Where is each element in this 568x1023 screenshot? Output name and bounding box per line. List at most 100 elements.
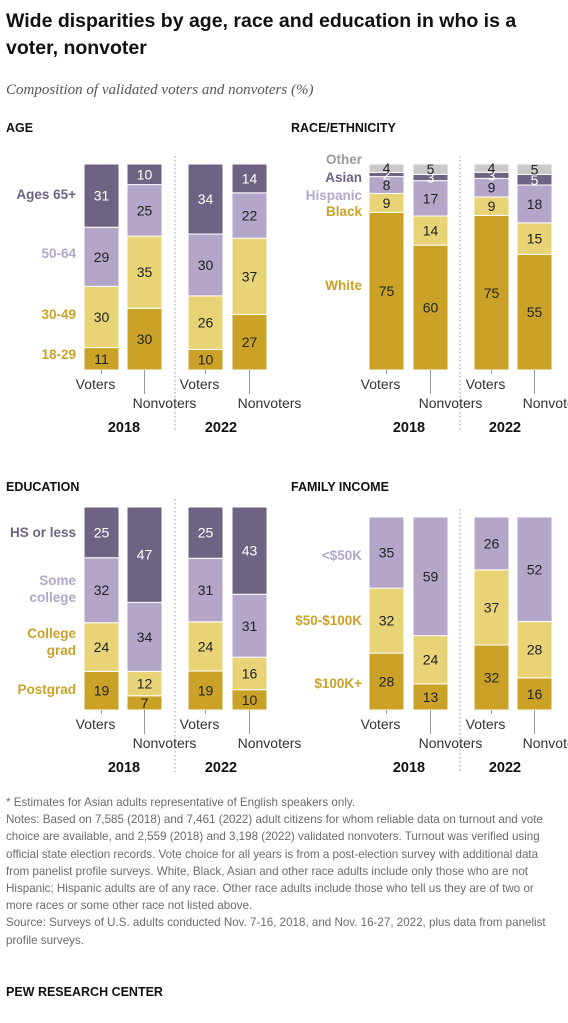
age-value-label: 27 — [242, 334, 258, 350]
family-income-value-label: 24 — [423, 652, 439, 668]
age-panel-title: AGE — [6, 121, 33, 135]
family-income-bar-100k-voters-2018 — [368, 652, 405, 711]
education-series-label-college-grad-line2: grad — [47, 643, 76, 658]
family-income-series-label-50k: <$50K — [322, 548, 362, 563]
race-ethnicity-value-label: 75 — [484, 285, 500, 301]
education-value-label: 19 — [94, 683, 110, 699]
age-bar-ages-65-nonvoters-2018 — [126, 163, 163, 186]
age-bar-30-49-nonvoters-2022 — [231, 237, 268, 315]
race-ethnicity-bar-other-nonvoters-2022 — [516, 163, 553, 176]
age-bar-ages-65-voters-2022 — [187, 163, 224, 235]
age-category-label: Nonvoters — [238, 395, 302, 411]
race-ethnicity-value-label: 5 — [531, 172, 539, 188]
family-income-bar-50k-voters-2018 — [368, 516, 405, 589]
family-income-value-label: 16 — [527, 686, 543, 702]
education-value-label: 24 — [198, 638, 214, 654]
race-ethnicity-value-label: 17 — [423, 190, 439, 206]
asterisk-note: * Estimates for Asian adults representat… — [6, 796, 356, 809]
notes-block: * Estimates for Asian adults representat… — [6, 794, 562, 949]
family-income-category-label: Nonvoters — [419, 735, 483, 751]
family-income-value-label: 32 — [484, 669, 500, 685]
race-ethnicity-series-label-other: Other — [326, 152, 363, 167]
family-income-value-label: 52 — [527, 561, 543, 577]
education-value-label: 34 — [137, 629, 153, 645]
race-ethnicity-bar-black-nonvoters-2018 — [412, 215, 449, 246]
race-ethnicity-series-label-hispanic: Hispanic — [306, 188, 363, 203]
family-income-value-label: 28 — [379, 674, 395, 690]
age-bar-30-49-voters-2022 — [187, 295, 224, 350]
race-ethnicity-value-label: 9 — [383, 195, 391, 211]
family-income-bar-100k-voters-2022 — [473, 644, 510, 711]
education-bar-some-college-nonvoters-2018 — [126, 601, 163, 672]
race-ethnicity-bar-other-nonvoters-2018 — [412, 163, 449, 175]
age-value-label: 10 — [137, 166, 153, 182]
age-value-label: 29 — [94, 249, 110, 265]
race-ethnicity-category-label: Voters — [466, 376, 506, 392]
family-income-year-label: 2018 — [393, 760, 425, 776]
age-bar-50-64-voters-2018 — [83, 226, 120, 287]
race-ethnicity-bar-hispanic-nonvoters-2018 — [412, 180, 449, 217]
age-bar-ages-65-nonvoters-2022 — [231, 163, 268, 194]
age-value-label: 30 — [137, 331, 153, 347]
age-category-label: Nonvoters — [133, 395, 197, 411]
education-value-label: 32 — [94, 582, 110, 598]
race-ethnicity-value-label: 8 — [383, 177, 391, 193]
family-income-value-label: 28 — [527, 642, 543, 658]
race-ethnicity-value-label: 60 — [423, 300, 439, 316]
age-value-label: 22 — [242, 208, 258, 224]
age-series-label-18-29: 18-29 — [41, 347, 76, 362]
race-ethnicity-series-label-asian: Asian — [325, 170, 362, 185]
source-text: Source: Surveys of U.S. adults conducted… — [6, 916, 546, 947]
education-series-label-college-grad: College — [27, 626, 76, 641]
race-ethnicity-value-label: 3 — [427, 170, 435, 186]
education-value-label: 25 — [94, 524, 110, 540]
race-ethnicity-value-label: 4 — [383, 160, 391, 176]
family-income-bar-50k-nonvoters-2018 — [412, 516, 449, 637]
education-bar-college-grad-voters-2018 — [83, 622, 120, 672]
education-year-label: 2022 — [205, 760, 237, 776]
family-income-series-label-100k: $100K+ — [314, 676, 362, 691]
age-value-label: 11 — [94, 351, 109, 367]
age-value-label: 26 — [198, 315, 214, 331]
family-income-category-label: Nonvoters — [523, 735, 568, 751]
chart-subtitle: Composition of validated voters and nonv… — [6, 82, 314, 98]
race-ethnicity-value-label: 9 — [488, 198, 496, 214]
race-ethnicity-value-label: 9 — [488, 180, 496, 196]
education-category-label: Voters — [180, 716, 220, 732]
race-ethnicity-value-label: 18 — [527, 196, 543, 212]
education-value-label: 7 — [141, 695, 149, 711]
race-ethnicity-bar-other-voters-2018 — [368, 163, 405, 173]
race-ethnicity-category-label: Voters — [361, 376, 401, 392]
family-income-bar-50-100k-nonvoters-2022 — [516, 621, 553, 679]
family-income-value-label: 13 — [423, 689, 439, 705]
race-ethnicity-value-label: 4 — [488, 160, 496, 176]
education-bar-some-college-voters-2018 — [83, 557, 120, 624]
education-value-label: 25 — [198, 525, 214, 541]
race-ethnicity-bar-white-voters-2018 — [368, 211, 405, 371]
race-ethnicity-value-label: 55 — [527, 304, 543, 320]
education-bar-hs-or-less-nonvoters-2022 — [231, 506, 268, 595]
race-ethnicity-year-label: 2018 — [393, 420, 425, 436]
age-value-label: 10 — [198, 352, 214, 368]
age-value-label: 35 — [137, 264, 153, 280]
race-ethnicity-bar-white-nonvoters-2018 — [412, 244, 449, 371]
race-ethnicity-year-label: 2022 — [489, 420, 521, 436]
family-income-panel-title: FAMILY INCOME — [291, 480, 389, 494]
race-ethnicity-value-label: 5 — [531, 161, 539, 177]
age-bar-30-49-voters-2018 — [83, 285, 120, 349]
race-ethnicity-series-label-black: Black — [326, 204, 363, 219]
race-ethnicity-panel-title: RACE/ETHNICITY — [291, 121, 397, 135]
education-value-label: 19 — [198, 683, 214, 699]
age-category-label: Voters — [76, 376, 116, 392]
age-value-label: 31 — [94, 188, 110, 204]
race-ethnicity-value-label: 75 — [379, 283, 395, 299]
family-income-value-label: 26 — [484, 535, 500, 551]
family-income-value-label: 37 — [484, 599, 500, 615]
race-ethnicity-value-label: 15 — [527, 231, 543, 247]
age-value-label: 30 — [94, 309, 110, 325]
education-panel-title: EDUCATION — [6, 480, 79, 494]
education-series-label-hs-or-less: HS or less — [10, 525, 76, 540]
age-year-label: 2018 — [108, 420, 140, 436]
family-income-value-label: 35 — [379, 545, 395, 561]
